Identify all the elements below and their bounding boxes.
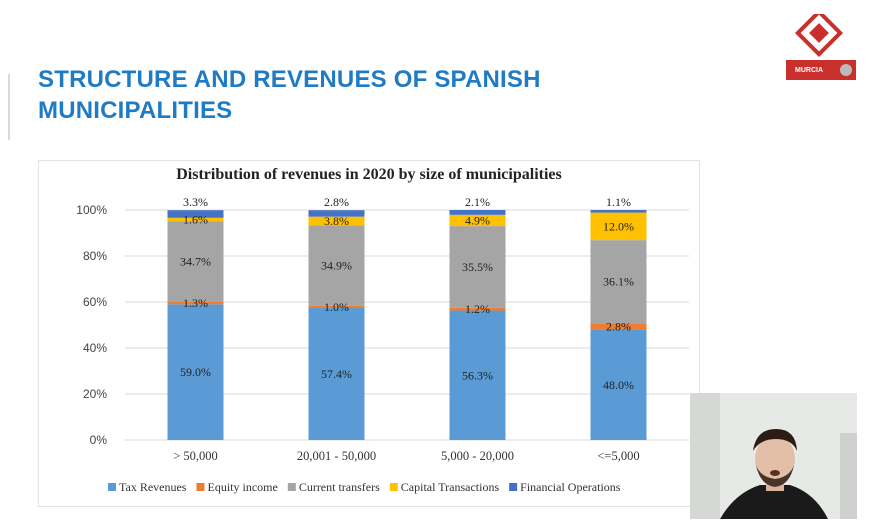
bar-segment [167, 217, 224, 222]
slide-accent-line [8, 74, 10, 140]
bar-segment [308, 216, 365, 226]
data-label: 59.0% [180, 365, 211, 379]
data-label: 56.3% [462, 368, 493, 382]
data-label: 34.9% [321, 259, 352, 273]
logo-diamond-icon [794, 14, 844, 58]
y-tick-label: 100% [76, 203, 107, 217]
y-tick-label: 0% [90, 433, 108, 447]
bar-segment [590, 329, 647, 440]
legend-swatch [389, 483, 398, 491]
legend-label: Tax Revenues [119, 480, 187, 494]
logo-label: MURCIA [788, 64, 830, 78]
bar-segment [308, 307, 365, 440]
data-label: 34.7% [180, 254, 211, 268]
bar-segment [308, 225, 365, 306]
bar-segment [590, 212, 647, 241]
data-label: 1.1% [606, 195, 631, 209]
data-label: 35.5% [462, 260, 493, 274]
presenter-webcam [690, 393, 857, 519]
bar-segment [449, 310, 506, 440]
data-label: 2.8% [606, 319, 631, 333]
data-label: 36.1% [603, 275, 634, 289]
bar-segment [449, 307, 506, 311]
legend-label: Current transfers [299, 480, 380, 494]
data-label: 12.0% [603, 219, 634, 233]
bar-segment [308, 210, 365, 217]
bar-segment [167, 210, 224, 218]
legend-swatch [108, 483, 116, 491]
legend-label: Equity income [207, 480, 277, 494]
legend-swatch [196, 483, 205, 491]
y-tick-label: 20% [83, 387, 107, 401]
slide-title: STRUCTURE AND REVENUES OF SPANISH MUNICI… [38, 66, 541, 124]
bar-segment [590, 240, 647, 324]
data-label: 48.0% [603, 378, 634, 392]
data-label: 1.6% [183, 213, 208, 227]
legend-swatch [287, 483, 296, 491]
stacked-bar-chart: Distribution of revenues in 2020 by size… [76, 166, 689, 494]
bar-segment [308, 305, 365, 308]
bar-segment [449, 214, 506, 227]
bar-segment [590, 210, 647, 213]
data-label: 57.4% [321, 367, 352, 381]
x-category-label: <=5,000 [597, 449, 639, 463]
data-label: 2.1% [465, 195, 490, 209]
data-label: 1.0% [324, 300, 349, 314]
legend-label: Financial Operations [520, 480, 621, 494]
data-label: 2.8% [324, 195, 349, 209]
bar-segment [167, 301, 224, 305]
y-tick-label: 80% [83, 249, 107, 263]
legend-swatch [509, 483, 518, 491]
presenter-video-icon [690, 393, 857, 519]
bar-segment [449, 226, 506, 308]
data-label: 3.8% [324, 214, 349, 228]
y-tick-label: 40% [83, 341, 107, 355]
data-label: 4.9% [465, 213, 490, 227]
bar-segment [590, 323, 647, 330]
x-category-label: 5,000 - 20,000 [441, 449, 514, 463]
x-category-label: 20,001 - 50,000 [297, 449, 376, 463]
bar-segment [167, 221, 224, 302]
chart-title: Distribution of revenues in 2020 by size… [176, 166, 562, 183]
bar-segment [167, 304, 224, 440]
y-tick-label: 60% [83, 295, 107, 309]
data-label: 1.3% [183, 296, 208, 310]
x-category-label: > 50,000 [173, 449, 218, 463]
bar-segment [449, 210, 506, 215]
chart-frame: Distribution of revenues in 2020 by size… [38, 160, 700, 507]
data-label: 1.2% [465, 302, 490, 316]
data-label: 3.3% [183, 195, 208, 209]
legend-label: Capital Transactions [401, 480, 500, 494]
